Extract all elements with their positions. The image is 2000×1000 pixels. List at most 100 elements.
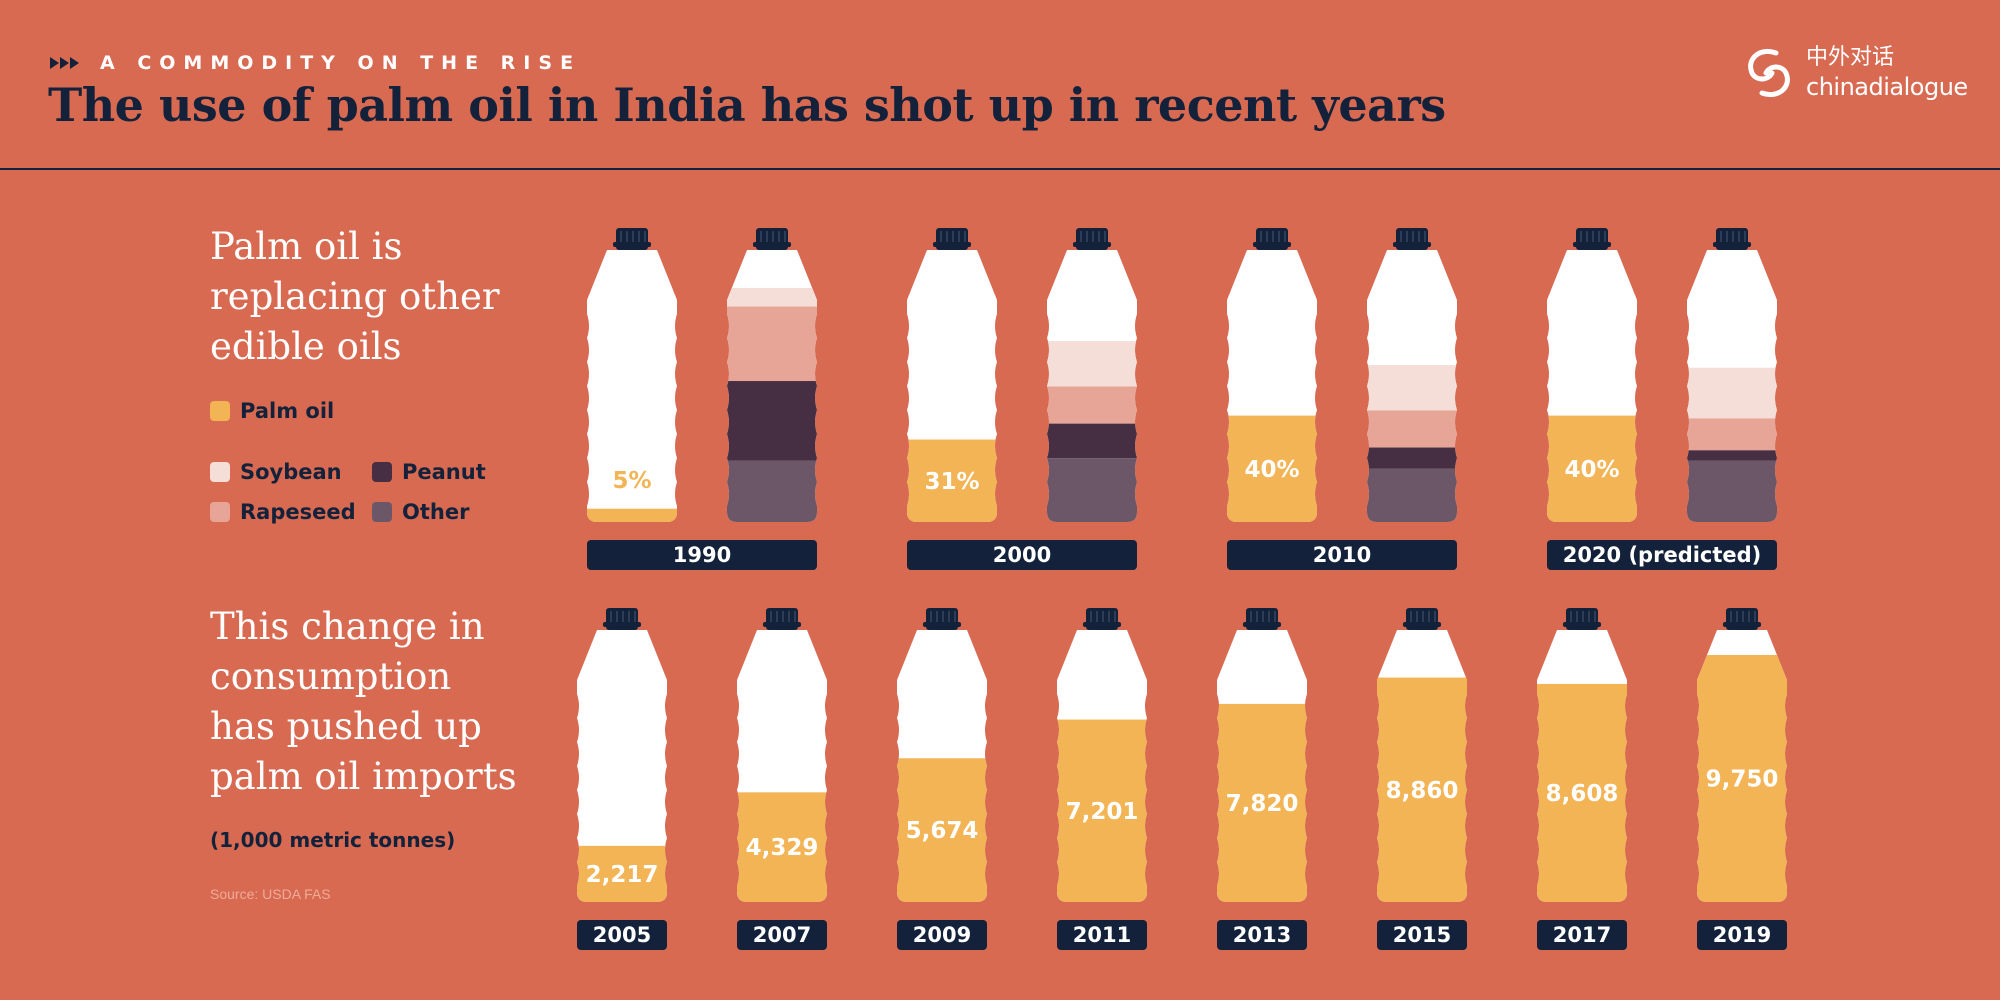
year-label: 2013 [1233, 923, 1291, 947]
page-title: The use of palm oil in India has shot up… [48, 78, 1446, 132]
cap-ring [753, 242, 791, 247]
cap-ridge [940, 231, 942, 243]
year-label: 2007 [753, 923, 811, 947]
bottle-fill [577, 845, 667, 902]
year-label: 2017 [1553, 923, 1611, 947]
cap-ring [1393, 242, 1431, 247]
soybean-oil-fill [1367, 365, 1457, 411]
cap-ridge [1416, 611, 1418, 623]
other-oil-fill [1367, 468, 1457, 522]
cap-ridge [946, 231, 948, 243]
import-bottle [1217, 630, 1307, 902]
import-value-label: 4,329 [746, 835, 819, 861]
year-pill: 2019 [1697, 920, 1787, 950]
cap-ring [603, 622, 641, 627]
import-fill [1057, 719, 1147, 902]
cap-ring [613, 242, 651, 247]
bottle-fill [1697, 655, 1787, 902]
import-fill [1537, 683, 1627, 902]
cap-ridge [1268, 611, 1270, 623]
cap-ring [1073, 242, 1111, 247]
peanut-oil-fill [727, 381, 817, 461]
cap-ridge [1592, 231, 1594, 243]
bottle-cap-group [613, 228, 651, 250]
cap-ridge [1400, 231, 1402, 243]
bottle-fill [1217, 703, 1307, 902]
legend-item-palm-oil: Palm oil [210, 399, 334, 423]
fast-forward-icon [50, 57, 79, 69]
cap-ridge [788, 611, 790, 623]
kicker-text: A COMMODITY ON THE RISE [100, 52, 582, 74]
cap-ridge [1098, 231, 1100, 243]
bottle-cap-group [1253, 228, 1291, 250]
year-label: 2005 [593, 923, 651, 947]
cap-ridge [1736, 611, 1738, 623]
bottle-cap-group [933, 228, 971, 250]
year-pill-bg [1227, 540, 1457, 570]
bottle-cap-group [1403, 608, 1441, 630]
bottle-cap-group [1563, 608, 1601, 630]
cap-ridge [1266, 231, 1268, 243]
bottle-fill [1687, 367, 1777, 522]
year-label: 1990 [673, 543, 731, 567]
import-bottle [737, 630, 827, 902]
import-bottle [897, 630, 987, 902]
import-bottle [1697, 630, 1787, 902]
year-pill: 2000 [907, 540, 1137, 570]
year-pill-bg [907, 540, 1137, 570]
legend-label: Soybean [240, 460, 342, 484]
rapeseed-oil-fill [727, 306, 817, 382]
year-pill-bg [1377, 920, 1467, 950]
cap-ridge [776, 611, 778, 623]
logo-text-chinese: 中外对话 [1806, 45, 1895, 70]
cap-ridge [778, 231, 780, 243]
year-pill-bg [577, 920, 667, 950]
cap-ridge [616, 611, 618, 623]
year-pill-bg [1547, 540, 1777, 570]
cap-ring [933, 242, 971, 247]
palm-oil-bottle [1547, 250, 1637, 522]
bottle-fill [1547, 415, 1637, 522]
section1-title-line: Palm oil is [210, 225, 403, 268]
cap-ridge [952, 231, 954, 243]
year-pill: 2007 [737, 920, 827, 950]
palm-oil-fill [1227, 415, 1317, 522]
legend-label: Other [402, 500, 470, 524]
cap-ridge [620, 231, 622, 243]
other-oils-bottle [1687, 250, 1777, 522]
bottle-cap-group [1713, 228, 1751, 250]
bottle-fill [1227, 415, 1317, 522]
cap-ridge [1738, 231, 1740, 243]
import-value-label: 9,750 [1706, 767, 1779, 793]
bottle-fill [1377, 677, 1467, 902]
peanut-oil-fill [1367, 447, 1457, 469]
legend-swatch-other [372, 502, 392, 522]
bottle-cap-group [1073, 228, 1111, 250]
bottle-cap-group [923, 608, 961, 630]
year-pill: 1990 [587, 540, 817, 570]
cap-ridge [1586, 231, 1588, 243]
other-oil-fill [1687, 460, 1777, 522]
chinadialogue-logo: 中外对话 chinadialogue [1742, 44, 1968, 102]
logo-mark-icon [1748, 49, 1790, 97]
cap-ridge [644, 231, 646, 243]
cap-ridge [1732, 231, 1734, 243]
bottle-cap-group [753, 228, 791, 250]
import-fill [577, 845, 667, 902]
cap-ring [1573, 242, 1611, 247]
cap-ridge [1108, 611, 1110, 623]
cap-ridge [1410, 611, 1412, 623]
year-label: 2010 [1313, 543, 1371, 567]
year-label: 2015 [1393, 923, 1451, 947]
palm-oil-fill [1547, 415, 1637, 522]
year-label: 2019 [1713, 923, 1771, 947]
cap-ring [923, 622, 961, 627]
import-bottle [1537, 630, 1627, 902]
bottle-fill [1047, 341, 1137, 522]
cap-ridge [610, 611, 612, 623]
cap-ridge [628, 611, 630, 623]
import-fill [1377, 677, 1467, 902]
cap-ridge [954, 611, 956, 623]
year-pill: 2010 [1227, 540, 1457, 570]
palm-oil-share-label: 40% [1564, 457, 1619, 483]
